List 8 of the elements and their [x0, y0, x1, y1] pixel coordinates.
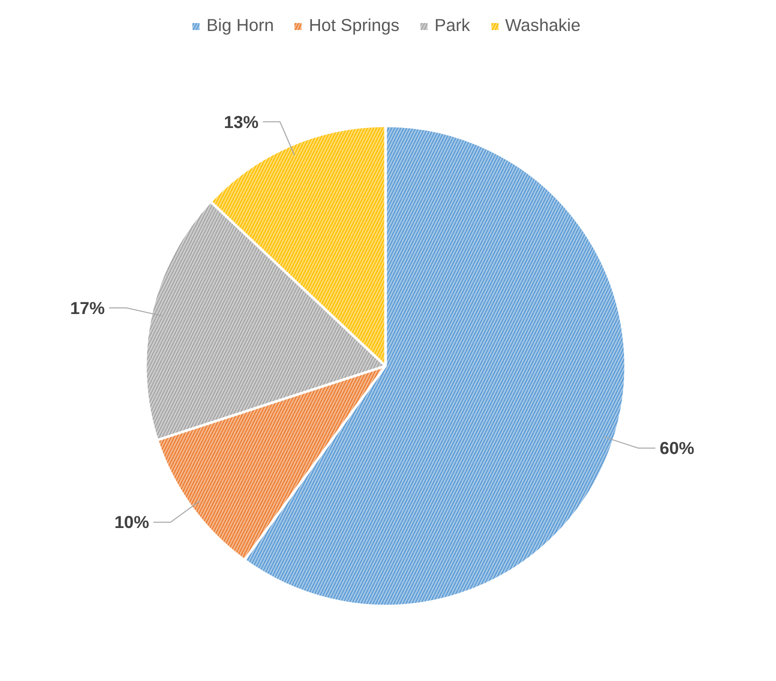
data-label: 13%	[224, 112, 259, 132]
data-label: 60%	[660, 438, 694, 458]
data-label: 17%	[70, 298, 105, 318]
data-label: 10%	[114, 512, 150, 532]
legend-label: Hot Springs	[308, 15, 400, 36]
legend-label: Washakie	[505, 15, 581, 36]
legend-label: Park	[434, 15, 470, 36]
legend-label: Big Horn	[206, 15, 274, 36]
